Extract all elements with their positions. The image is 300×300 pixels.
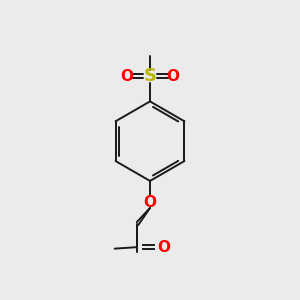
Text: O: O [167, 69, 179, 84]
Text: O: O [157, 240, 170, 255]
Text: S: S [143, 68, 157, 85]
Text: O: O [143, 195, 157, 210]
Text: O: O [121, 69, 134, 84]
